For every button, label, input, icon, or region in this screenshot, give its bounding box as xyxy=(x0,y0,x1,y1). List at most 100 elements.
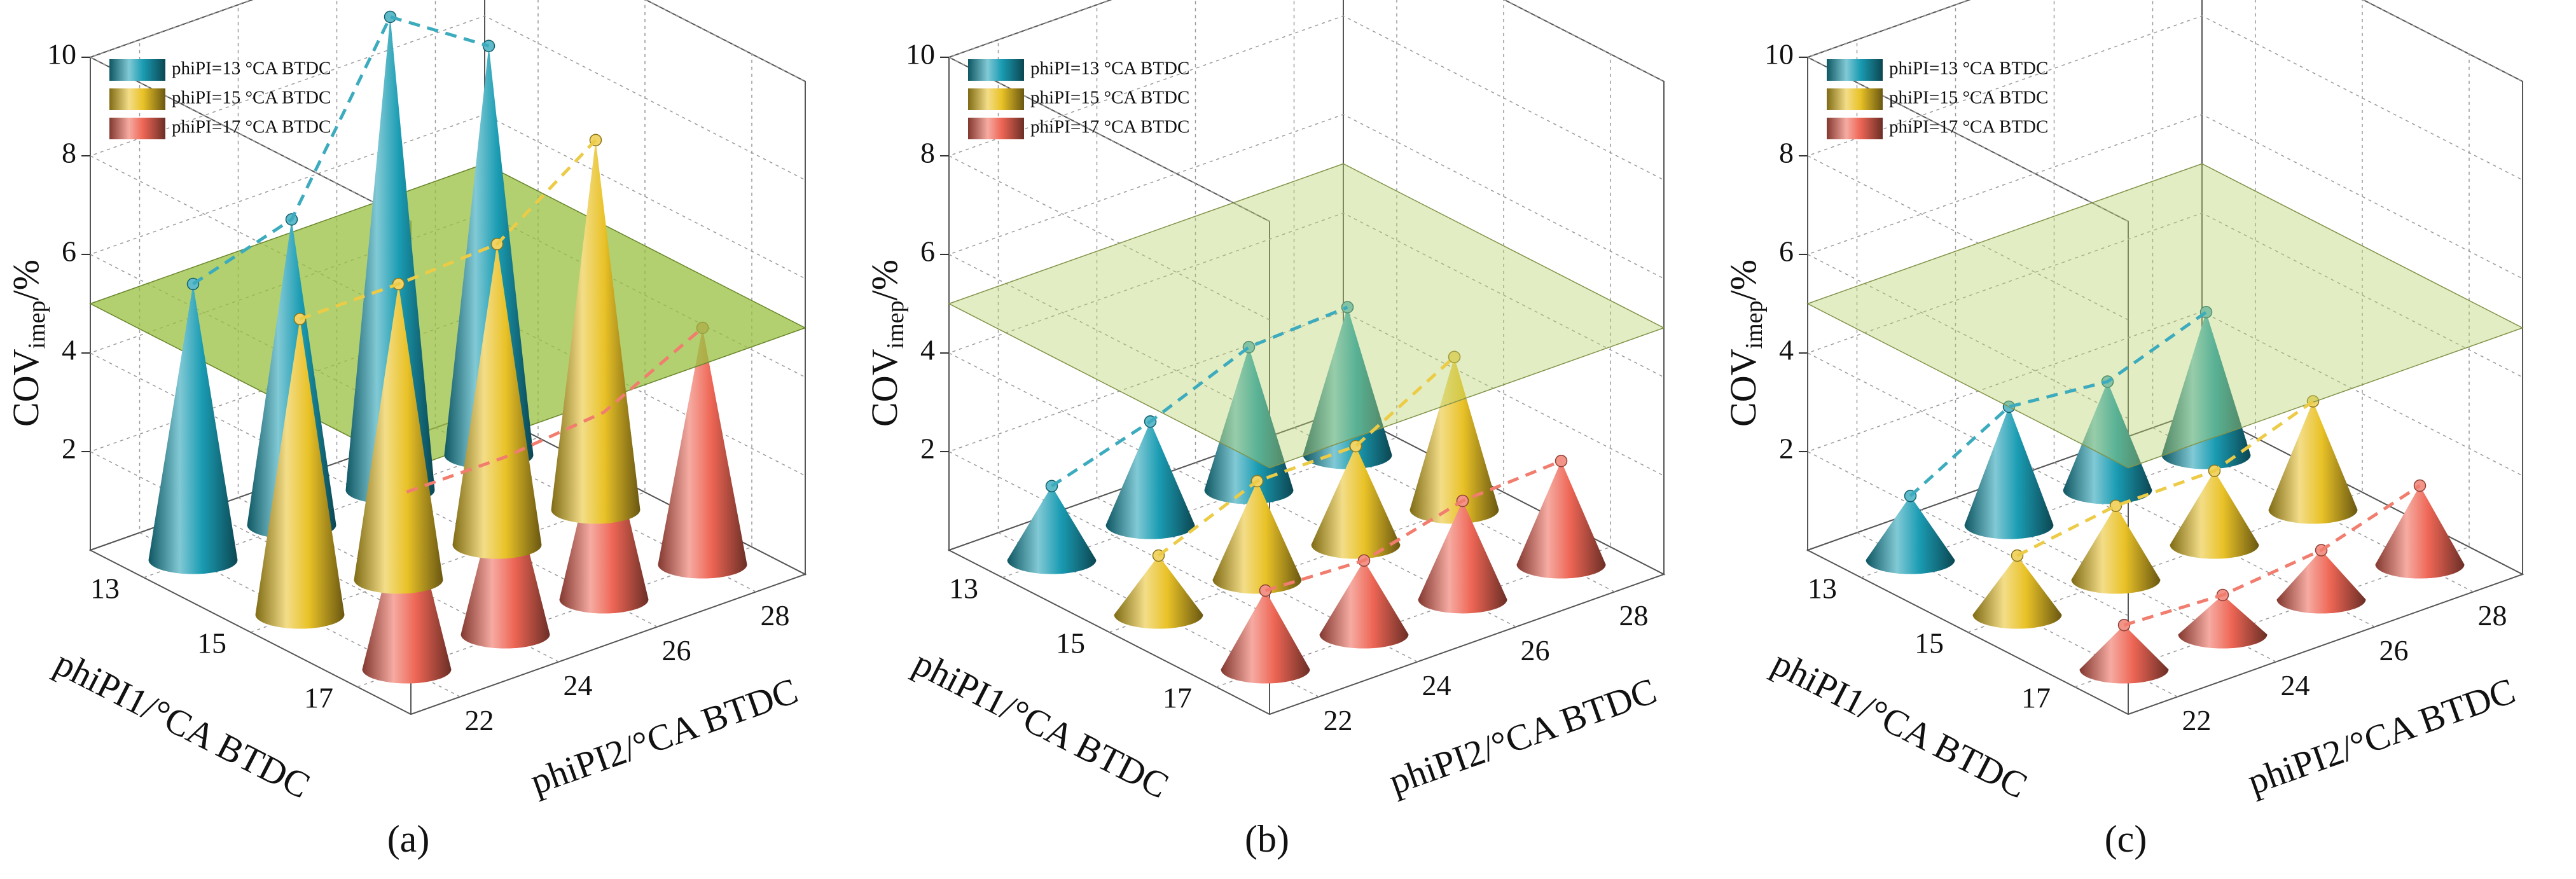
series-line xyxy=(2123,484,2421,627)
legend-label: phiPI=17 °CA BTDC xyxy=(1889,117,2048,137)
y-tick-label: 15 xyxy=(197,627,226,660)
threshold-plane xyxy=(948,163,1665,469)
z-axis-title-part: imep xyxy=(882,300,909,349)
legend-label: phiPI=13 °CA BTDC xyxy=(1030,59,1189,79)
z-axis-title-part: COV xyxy=(1722,349,1764,427)
series-line xyxy=(1157,356,1456,557)
threshold-plane xyxy=(1806,163,2524,469)
grid-line xyxy=(1293,0,1615,593)
legend-swatch xyxy=(1827,118,1883,139)
x-tick-label: 24 xyxy=(1422,669,1451,702)
x-tick-label: 26 xyxy=(662,634,691,667)
legend-swatch xyxy=(1827,59,1883,81)
legend-label: phiPI=13 °CA BTDC xyxy=(1889,59,2048,79)
x-tick-label: 22 xyxy=(1324,704,1353,737)
cone xyxy=(2170,471,2259,559)
cone xyxy=(1964,406,2054,539)
grid-line xyxy=(237,4,559,663)
cone xyxy=(2161,312,2251,469)
legend-swatch xyxy=(1827,88,1883,110)
legend-swatch xyxy=(109,59,165,81)
cone xyxy=(1418,501,1507,614)
cone xyxy=(2079,625,2169,684)
z-axis-title-part: COV xyxy=(864,349,905,427)
z-tick-label: 2 xyxy=(1779,433,1794,465)
series-line xyxy=(1264,459,1562,592)
cone xyxy=(1204,347,1294,504)
legend-label: phiPI=17 °CA BTDC xyxy=(172,117,331,137)
legend-label: phiPI=17 °CA BTDC xyxy=(1030,117,1189,137)
cone xyxy=(1303,307,1392,469)
series-line xyxy=(406,326,704,494)
grid-line xyxy=(948,311,1665,616)
z-tick-label: 8 xyxy=(920,137,935,169)
panel-label: (b) xyxy=(1245,818,1289,860)
z-tick-label: 8 xyxy=(1779,137,1794,169)
z-axis-title-part: /% xyxy=(864,260,905,300)
cone xyxy=(2375,485,2465,579)
y-axis-title: phiPI1/°CA BTDC xyxy=(907,642,1175,806)
y-tick-label: 13 xyxy=(949,572,978,605)
grid-line xyxy=(1195,0,1516,628)
cone xyxy=(1007,486,1097,574)
z-tick-label: 4 xyxy=(920,334,935,366)
legend-label: phiPI=13 °CA BTDC xyxy=(172,59,331,79)
grid-line xyxy=(2053,0,2375,628)
cone xyxy=(551,140,641,524)
cone xyxy=(658,328,747,579)
cone xyxy=(1105,421,1195,539)
y-tick-label: 13 xyxy=(90,572,120,605)
cone xyxy=(148,284,238,574)
y-axis-title: phiPI1/°CA BTDC xyxy=(48,642,317,806)
z-axis-title-part: COV xyxy=(5,349,46,427)
legend-swatch xyxy=(968,59,1024,81)
z-tick-label: 6 xyxy=(62,235,76,268)
legend-label: phiPI=15 °CA BTDC xyxy=(172,88,331,108)
cone xyxy=(2071,506,2161,594)
y-tick-label: 17 xyxy=(2021,682,2051,714)
cone xyxy=(452,244,542,559)
cone xyxy=(2268,401,2358,524)
grid-line xyxy=(1955,4,2276,663)
z-axis-title-part: imep xyxy=(24,300,50,349)
cone xyxy=(1972,555,2062,629)
cone xyxy=(1866,495,1955,574)
grid-line xyxy=(336,0,658,628)
z-tick-label: 6 xyxy=(920,235,935,268)
x-tick-label: 22 xyxy=(2182,704,2212,737)
cone xyxy=(1221,590,1310,684)
z-tick-label: 8 xyxy=(62,137,76,169)
cone xyxy=(255,319,345,629)
legend-swatch xyxy=(109,88,165,110)
cone xyxy=(1516,460,1606,579)
z-axis-title-part: imep xyxy=(1741,300,1768,349)
cone xyxy=(1319,560,1409,649)
z-tick-label: 4 xyxy=(62,334,76,366)
series-line xyxy=(2016,399,2314,557)
legend-swatch xyxy=(968,88,1024,110)
z-axis-title-part: /% xyxy=(1722,260,1764,300)
x-tick-label: 28 xyxy=(2478,599,2507,632)
cone xyxy=(2178,595,2268,649)
z-tick-label: 10 xyxy=(906,38,935,71)
series-line xyxy=(1051,305,1348,488)
cone xyxy=(1212,481,1302,594)
cone-tip xyxy=(384,10,397,24)
series-line xyxy=(192,15,490,286)
grid-line xyxy=(1096,4,1418,663)
grid-line xyxy=(1806,311,2523,616)
panel-label: (a) xyxy=(387,818,430,860)
y-tick-label: 15 xyxy=(1056,627,1085,660)
x-tick-label: 24 xyxy=(2281,669,2310,702)
legend-label: phiPI=15 °CA BTDC xyxy=(1030,88,1189,108)
x-tick-label: 24 xyxy=(564,669,593,702)
z-axis-title: COVimep/% xyxy=(5,260,50,427)
cone xyxy=(2276,550,2366,614)
y-tick-label: 17 xyxy=(304,682,333,714)
x-tick-label: 22 xyxy=(465,704,494,737)
z-tick-label: 2 xyxy=(920,433,935,465)
grid-line xyxy=(1806,212,2523,518)
cone-tip xyxy=(2109,499,2122,512)
grid-line xyxy=(139,39,460,698)
